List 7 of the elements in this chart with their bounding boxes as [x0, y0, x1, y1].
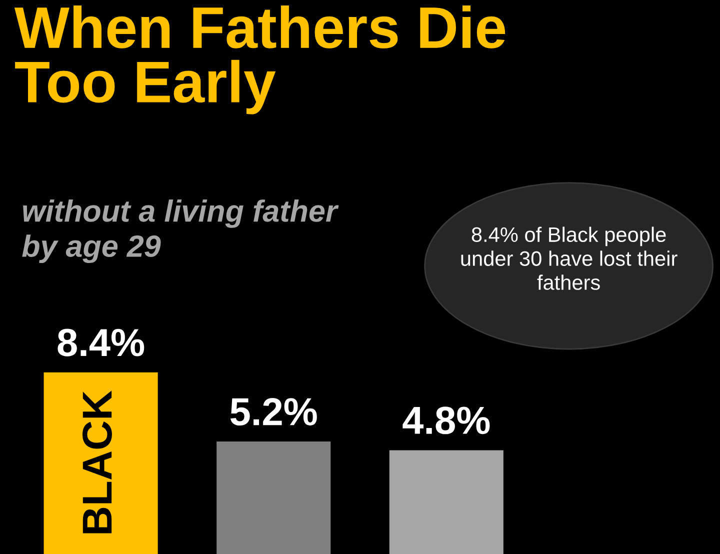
text: 8.4% of Black people under 30 have lost their fathers [461, 226, 678, 290]
data-label: 4.8% [402, 406, 490, 434]
data-label: 8.4% [58, 328, 144, 356]
data-label: 5.2% [230, 398, 317, 426]
x-tick-label: BLACK [82, 390, 112, 534]
chart-title: When Fathers Die Too Early [14, 6, 506, 114]
chart-subtitle: without a living father by age 29 [22, 199, 339, 264]
